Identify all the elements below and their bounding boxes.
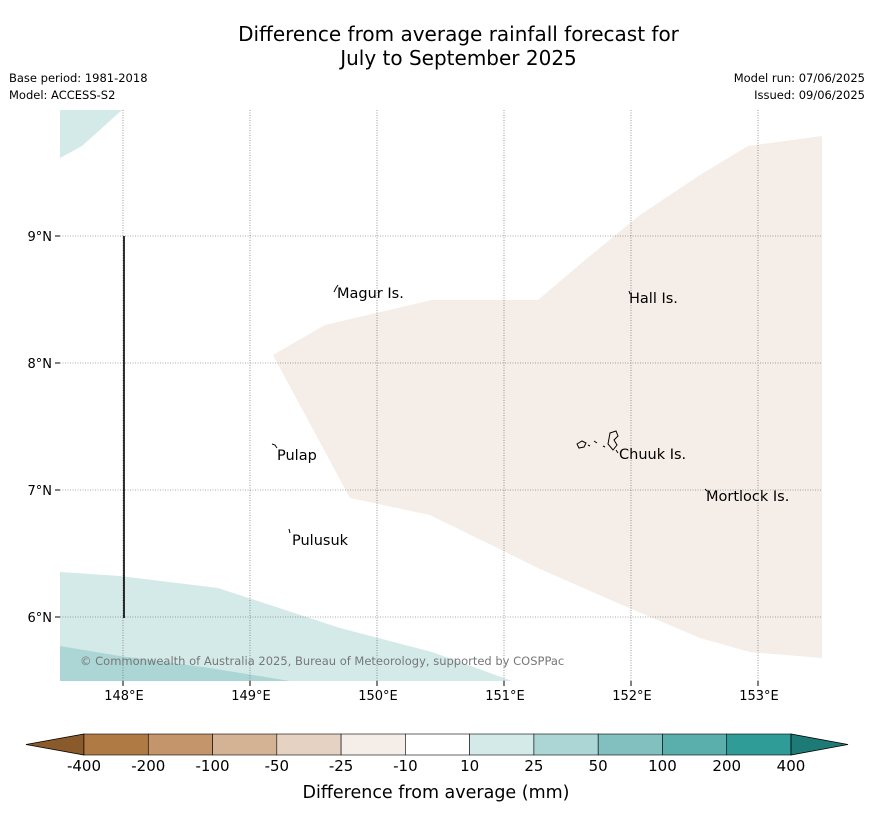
colorbar-label: Difference from average (mm) xyxy=(302,783,569,803)
lat-tick-label: 8°N xyxy=(28,357,53,372)
colorbar-segment xyxy=(662,733,728,756)
model-run: Model run: 07/06/2025 xyxy=(733,71,865,85)
place-label: Mortlock Is. xyxy=(706,489,789,505)
model-name: Model: ACCESS-S2 xyxy=(9,88,116,102)
lon-tick-label: 150°E xyxy=(358,689,398,704)
colorbar-segment xyxy=(147,733,213,756)
island-hall xyxy=(628,290,631,295)
lon-axis: 148°E 149°E 150°E 151°E 152°E 153°E xyxy=(104,689,779,704)
island-pulusuk xyxy=(288,528,291,534)
colorbar-extend-low xyxy=(25,733,85,756)
colorbar-segment xyxy=(597,733,663,756)
title-line-2: July to September 2025 xyxy=(340,46,577,70)
title-line-1: Difference from average rainfall forecas… xyxy=(238,22,679,46)
place-label: Pulusuk xyxy=(292,533,349,549)
base-period: Base period: 1981-2018 xyxy=(9,71,148,85)
colorbar-tick-label: -50 xyxy=(265,757,290,775)
colorbar-tick-label: -25 xyxy=(329,757,354,775)
lon-tick-label: 152°E xyxy=(612,689,652,704)
map-panel: Magur Is. Hall Is. Pulap Chuuk Is. Mortl… xyxy=(60,110,822,681)
colorbar-tick-label: 50 xyxy=(589,757,608,775)
issued-date: Issued: 09/06/2025 xyxy=(754,88,865,102)
map-title: Difference from average rainfall forecas… xyxy=(0,22,873,70)
lat-tick-label: 9°N xyxy=(28,230,53,245)
lat-tick-label: 7°N xyxy=(28,484,53,499)
lon-ticks xyxy=(122,681,759,686)
place-label: Pulap xyxy=(277,448,317,464)
island-outlines xyxy=(271,284,708,534)
region-light-brown-east xyxy=(273,136,822,658)
colorbar-tick-label: 10 xyxy=(460,757,479,775)
colorbar-tick-label: -200 xyxy=(131,757,165,775)
place-label: Chuuk Is. xyxy=(619,447,686,463)
lon-tick-label: 151°E xyxy=(485,689,525,704)
colorbar-segment xyxy=(726,733,792,756)
island-mortlock xyxy=(704,488,708,492)
colorbar: -400 -200 -100 -50 -25 -10 10 25 50 100 200 400 xyxy=(25,733,849,775)
lat-ticks xyxy=(55,235,60,618)
place-label: Hall Is. xyxy=(629,291,678,307)
colorbar-tick-label: 200 xyxy=(712,757,741,775)
colorbar-segment xyxy=(83,733,149,756)
lon-tick-label: 148°E xyxy=(104,689,144,704)
colorbar-segment xyxy=(212,733,278,756)
colorbar-tick-label: -100 xyxy=(196,757,230,775)
colorbar-tick-label: 100 xyxy=(648,757,677,775)
island-pulap xyxy=(271,443,278,449)
colorbar-tick-label: -400 xyxy=(67,757,101,775)
meta-right: Model run: 07/06/2025 Issued: 09/06/2025 xyxy=(734,70,865,104)
meta-left: Base period: 1981-2018 Model: ACCESS-S2 xyxy=(9,70,148,104)
colorbar-tick-label: 25 xyxy=(524,757,543,775)
colorbar-segment xyxy=(469,733,535,756)
island-chuuk xyxy=(576,430,619,454)
copyright-notice: © Commonwealth of Australia 2025, Bureau… xyxy=(80,654,564,668)
lon-tick-label: 153°E xyxy=(739,689,779,704)
graticule xyxy=(60,110,822,681)
colorbar-tick-label: -10 xyxy=(393,757,418,775)
colorbar-segment xyxy=(340,733,406,756)
colorbar-segment xyxy=(276,733,342,756)
lat-tick-label: 6°N xyxy=(28,611,53,626)
region-mid-teal-southwest xyxy=(60,646,290,681)
island-magur xyxy=(333,284,339,293)
colorbar-segment xyxy=(533,733,599,756)
lat-axis: 9°N 8°N 7°N 6°N xyxy=(28,230,53,626)
region-light-teal-northwest xyxy=(60,110,122,158)
lon-tick-label: 149°E xyxy=(231,689,271,704)
region-light-teal-south xyxy=(60,572,512,681)
place-labels: Magur Is. Hall Is. Pulap Chuuk Is. Mortl… xyxy=(277,286,789,549)
place-label: Magur Is. xyxy=(337,286,404,302)
colorbar-segment xyxy=(405,733,470,756)
colorbar-extend-high xyxy=(790,733,849,756)
colorbar-tick-label: 400 xyxy=(777,757,806,775)
